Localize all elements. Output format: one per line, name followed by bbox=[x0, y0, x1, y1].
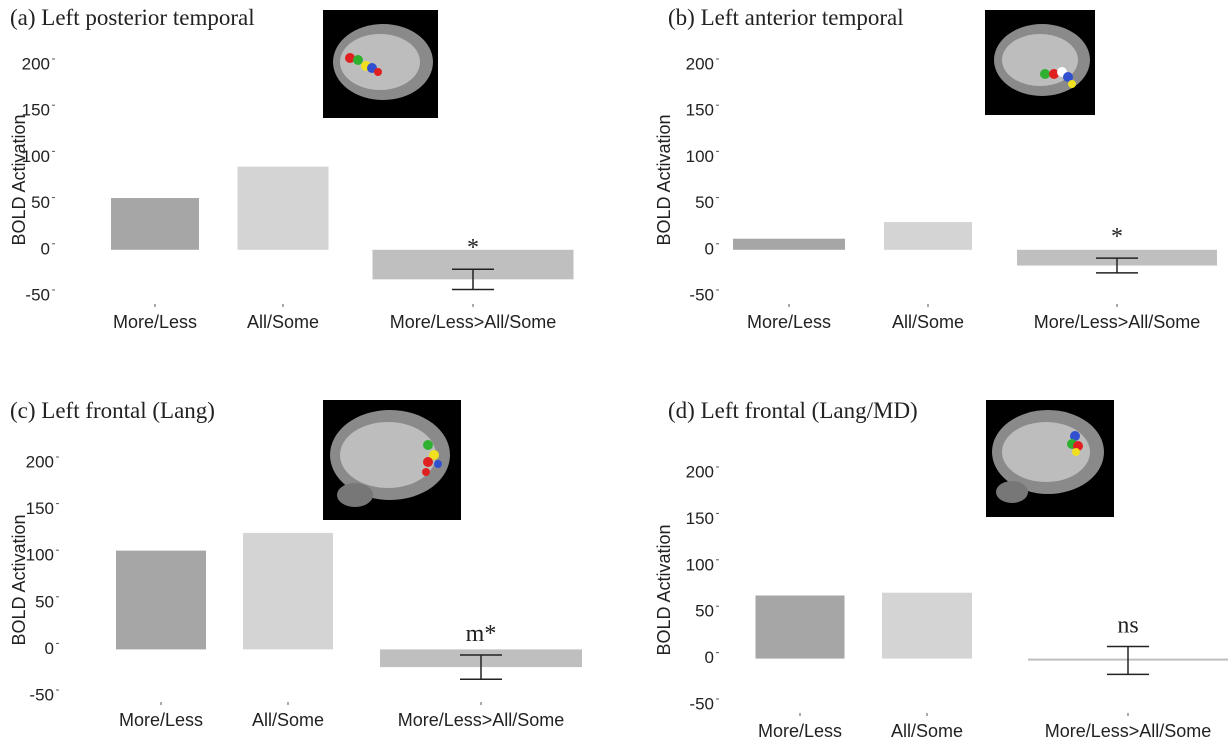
y-tick-label: 0 bbox=[705, 239, 714, 258]
bar bbox=[116, 551, 206, 650]
x-tick-label: More/Less>All/Some bbox=[1045, 721, 1212, 741]
panel-title: (a) Left posterior temporal bbox=[10, 5, 255, 30]
x-tick-label: More/Less>All/Some bbox=[398, 710, 565, 730]
panel-title: (b) Left anterior temporal bbox=[668, 5, 904, 30]
y-tick-label: 150 bbox=[22, 101, 50, 120]
y-tick-label: 50 bbox=[695, 193, 714, 212]
y-tick-label: 0 bbox=[705, 648, 714, 667]
y-tick-label: 0 bbox=[41, 239, 50, 258]
annotation: * bbox=[467, 235, 479, 261]
bar bbox=[733, 239, 845, 250]
brain-image bbox=[986, 400, 1114, 517]
bar bbox=[882, 593, 972, 659]
y-tick-label: 150 bbox=[686, 509, 714, 528]
x-tick-label: More/Less>All/Some bbox=[390, 312, 557, 332]
y-tick-label: 150 bbox=[686, 101, 714, 120]
y-tick-label: -50 bbox=[689, 285, 714, 304]
brain-image bbox=[323, 400, 461, 520]
bar bbox=[243, 533, 333, 650]
y-tick-label: 50 bbox=[695, 602, 714, 621]
y-tick-label: 100 bbox=[26, 546, 54, 565]
bar bbox=[238, 167, 329, 250]
y-tick-label: 200 bbox=[686, 54, 714, 73]
y-axis-title: BOLD Activation bbox=[9, 514, 29, 645]
panel-title: (c) Left frontal (Lang) bbox=[10, 398, 215, 423]
y-tick-label: -50 bbox=[29, 685, 54, 704]
y-tick-label: 200 bbox=[686, 462, 714, 481]
panel-title: (d) Left frontal (Lang/MD) bbox=[668, 398, 918, 423]
bar bbox=[111, 198, 199, 250]
y-tick-label: 50 bbox=[31, 193, 50, 212]
figure: (a) Left posterior temporal BOLD Activati… bbox=[0, 0, 1232, 743]
bar bbox=[756, 595, 845, 658]
y-tick-label: 200 bbox=[22, 54, 50, 73]
y-tick-label: 150 bbox=[26, 499, 54, 518]
y-tick-label: 100 bbox=[22, 147, 50, 166]
x-tick-label: All/Some bbox=[247, 312, 319, 332]
y-tick-label: -50 bbox=[25, 285, 50, 304]
y-tick-label: 50 bbox=[35, 592, 54, 611]
y-tick-label: -50 bbox=[689, 694, 714, 713]
y-tick-label: 100 bbox=[686, 555, 714, 574]
x-tick-label: All/Some bbox=[892, 312, 964, 332]
x-tick-label: All/Some bbox=[891, 721, 963, 741]
y-tick-label: 0 bbox=[45, 639, 54, 658]
y-axis-title: BOLD Activation bbox=[654, 524, 674, 655]
x-tick-label: More/Less bbox=[113, 312, 197, 332]
y-tick-label: 100 bbox=[686, 147, 714, 166]
x-tick-label: More/Less>All/Some bbox=[1034, 312, 1201, 332]
bar bbox=[884, 222, 972, 250]
annotation: m* bbox=[466, 621, 497, 647]
annotation: * bbox=[1111, 224, 1123, 250]
x-tick-label: More/Less bbox=[747, 312, 831, 332]
x-tick-label: More/Less bbox=[758, 721, 842, 741]
annotation: ns bbox=[1117, 613, 1138, 639]
brain-image bbox=[985, 10, 1095, 115]
brain-image bbox=[323, 10, 438, 118]
y-tick-label: 200 bbox=[26, 452, 54, 471]
x-tick-label: All/Some bbox=[252, 710, 324, 730]
x-tick-label: More/Less bbox=[119, 710, 203, 730]
y-axis-title: BOLD Activation bbox=[654, 114, 674, 245]
y-axis-title: BOLD Activation bbox=[9, 114, 29, 245]
